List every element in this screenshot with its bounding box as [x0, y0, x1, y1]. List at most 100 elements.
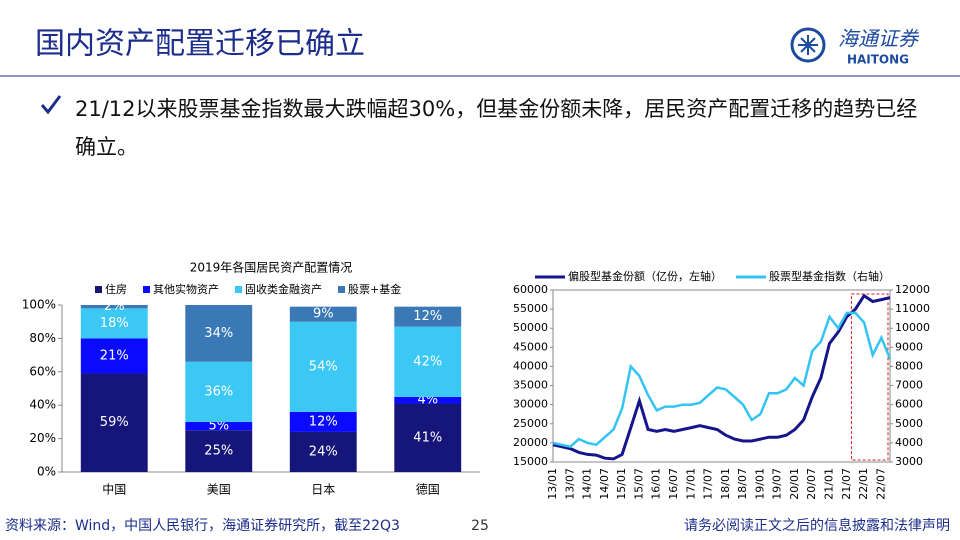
legend-label: 股票+基金: [348, 282, 401, 296]
x-tick-label: 18/01: [719, 468, 732, 500]
x-tick-label: 22/01: [857, 468, 870, 500]
legend-label: 偏股型基金份额（亿份，左轴）: [568, 269, 722, 283]
y-tick-label: 50000: [513, 321, 548, 334]
y2-tick-label: 5000: [895, 417, 923, 430]
x-tick-label: 20/07: [805, 468, 818, 500]
value-label: 12%: [309, 414, 338, 429]
x-tick-label: 21/01: [823, 468, 836, 500]
logo-icon-inner: [798, 35, 818, 55]
y-tick-label: 80%: [29, 331, 56, 345]
bar-segment: [289, 306, 357, 322]
x-tick-label: 15/01: [615, 468, 628, 500]
bar-segment: [185, 305, 253, 362]
bar-segment: [394, 403, 462, 472]
value-label: 54%: [309, 359, 338, 374]
y2-tick-label: 3000: [895, 455, 923, 468]
bar-segment: [80, 308, 148, 339]
y-tick-label: 45000: [513, 340, 548, 353]
logo-en: HAITONG: [847, 53, 909, 67]
y-tick-label: 30000: [513, 398, 548, 411]
value-label: 59%: [100, 415, 129, 430]
x-tick-label: 17/01: [684, 468, 697, 500]
legend-label: 股票型基金指数（右轴）: [769, 269, 890, 283]
y2-tick-label: 6000: [895, 398, 923, 411]
x-tick-label: 13/07: [563, 468, 576, 500]
value-label: 36%: [204, 384, 233, 399]
plot-frame: [552, 289, 891, 463]
x-tick-label: 17/07: [702, 468, 715, 500]
logo-cn: 海通证券: [838, 27, 920, 51]
x-tick-label: 美国: [207, 483, 231, 497]
y-tick-label: 15000: [513, 455, 548, 468]
legend-label: 其他实物资产: [153, 282, 219, 296]
y2-tick-label: 10000: [895, 321, 930, 334]
y-tick-label: 20%: [29, 431, 56, 445]
x-tick-label: 21/07: [840, 468, 853, 500]
legend-label: 固收类金融资产: [245, 282, 322, 296]
x-tick-label: 22/07: [874, 468, 887, 500]
bar-segment: [80, 338, 148, 374]
x-tick-label: 16/07: [667, 468, 680, 500]
bar-segment: [80, 305, 148, 309]
series-line: [552, 293, 891, 461]
legend-swatch: [338, 286, 345, 293]
y2-tick-label: 8000: [895, 359, 923, 372]
y2-tick-label: 9000: [895, 340, 923, 353]
y-tick-label: 40000: [513, 359, 548, 372]
x-tick-label: 20/01: [788, 468, 801, 500]
highlight-box: [850, 293, 889, 461]
value-label: 2%: [104, 299, 125, 314]
y2-tick-label: 11000: [895, 302, 930, 315]
bar-segment: [185, 361, 253, 422]
legend-swatch: [143, 286, 150, 293]
x-tick-label: 14/01: [581, 468, 594, 500]
x-tick-label: 18/07: [736, 468, 749, 500]
value-label: 12%: [413, 309, 442, 324]
chart-title: 2019年各国居民资产配置情况: [190, 260, 353, 275]
value-label: 34%: [204, 326, 233, 341]
bar-segment: [185, 430, 253, 472]
value-label: 9%: [313, 307, 334, 322]
bar-segment: [289, 321, 357, 412]
x-tick-label: 13/01: [546, 468, 559, 500]
slide-title: 国内资产配置迁移已确立: [35, 27, 365, 62]
bullet-check: [40, 95, 62, 115]
value-label: 25%: [204, 444, 233, 459]
y-tick-label: 25000: [513, 417, 548, 430]
y-tick-label: 100%: [22, 298, 56, 312]
y-tick-label: 55000: [513, 302, 548, 315]
value-label: 21%: [100, 348, 129, 363]
x-tick-label: 德国: [416, 482, 440, 497]
x-tick-label: 16/01: [650, 468, 663, 500]
bar-segment: [185, 421, 253, 431]
y2-tick-label: 7000: [895, 379, 923, 392]
y-tick-label: 0%: [37, 465, 56, 479]
value-label: 5%: [208, 419, 229, 434]
x-tick-label: 日本: [311, 483, 335, 497]
y-tick-label: 35000: [513, 379, 548, 392]
bar-segment: [394, 306, 462, 327]
x-tick-label: 中国: [102, 482, 126, 497]
legend-swatch: [235, 286, 242, 293]
legend-label: 住房: [105, 282, 127, 296]
value-label: 41%: [413, 430, 442, 445]
bullet-text: 21/12以来股票基金指数最大跌幅超30%，但基金份额未降，居民资产配置迁移的趋…: [75, 97, 918, 159]
footer-disclaimer: 请务必阅读正文之后的信息披露和法律声明: [684, 517, 950, 534]
y-tick-label: 20000: [513, 436, 548, 449]
y2-tick-label: 12000: [895, 283, 930, 296]
value-label: 18%: [100, 316, 129, 331]
page-number: 25: [471, 518, 489, 534]
x-tick-label: 19/01: [753, 468, 766, 500]
y-tick-label: 60000: [513, 283, 548, 296]
x-tick-label: 14/07: [598, 468, 611, 500]
bar-segment: [289, 411, 357, 432]
bar-segment: [394, 326, 462, 397]
bar-segment: [289, 431, 357, 472]
value-label: 42%: [413, 354, 442, 369]
bar-segment: [80, 373, 148, 472]
y-tick-label: 40%: [29, 398, 56, 412]
footer-source: 资料来源：Wind，中国人民银行，海通证券研究所，截至22Q3: [5, 518, 400, 534]
x-tick-label: 19/07: [771, 468, 784, 500]
